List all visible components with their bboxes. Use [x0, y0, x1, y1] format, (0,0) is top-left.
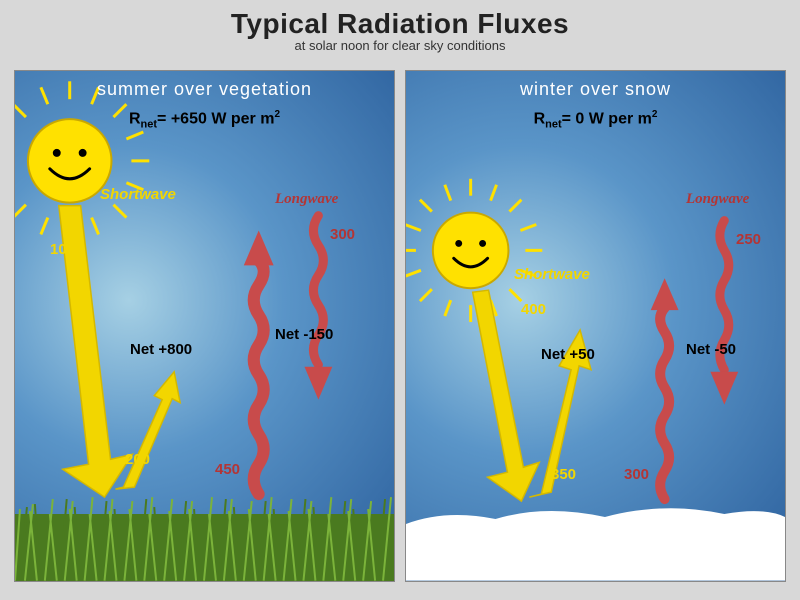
panel-title: summer over vegetation — [15, 79, 394, 100]
sw-up-value: 200 — [125, 451, 150, 468]
panel-summer: summer over vegetation Rnet= +650 W per … — [14, 70, 395, 582]
rnet-sub: net — [545, 119, 562, 131]
rnet-sub: net — [141, 119, 158, 131]
sw-down-value: 1000 — [50, 241, 83, 258]
lw-up-value: 300 — [624, 466, 649, 483]
shortwave-label: Shortwave — [100, 186, 176, 203]
shortwave-down-arrow — [473, 290, 540, 501]
panel-winter: winter over snow Rnet= 0 W per m2 Shortw… — [405, 70, 786, 582]
longwave-label: Longwave — [275, 191, 338, 208]
grass-icon — [15, 497, 394, 581]
sw-net-value: Net +800 — [130, 341, 192, 358]
longwave-up-arrow — [651, 278, 679, 499]
sw-down-value: 400 — [521, 301, 546, 318]
lw-down-value: 250 — [736, 231, 761, 248]
longwave-down-arrow — [304, 216, 332, 400]
header: Typical Radiation Fluxes at solar noon f… — [0, 0, 800, 70]
page-title: Typical Radiation Fluxes — [0, 8, 800, 40]
panel-svg — [15, 71, 394, 581]
sw-net-value: Net +50 — [541, 346, 595, 363]
lw-up-value: 450 — [215, 461, 240, 478]
rnet-label: Rnet= 0 W per m2 — [406, 109, 785, 131]
rnet-eq: = +650 W per m — [157, 110, 274, 127]
shortwave-label: Shortwave — [514, 266, 590, 283]
lw-net-value: Net -150 — [275, 326, 333, 343]
longwave-down-arrow — [710, 221, 738, 405]
rnet-r: R — [129, 110, 141, 127]
snow-icon — [406, 508, 785, 580]
sw-up-value: 350 — [551, 466, 576, 483]
page-subtitle: at solar noon for clear sky conditions — [0, 38, 800, 53]
rnet-sup: 2 — [274, 109, 280, 120]
rnet-eq: = 0 W per m — [562, 110, 652, 127]
longwave-up-arrow — [244, 231, 274, 495]
rnet-sup: 2 — [652, 109, 658, 120]
panels-row: summer over vegetation Rnet= +650 W per … — [0, 70, 800, 596]
rnet-label: Rnet= +650 W per m2 — [15, 109, 394, 131]
lw-net-value: Net -50 — [686, 341, 736, 358]
longwave-label: Longwave — [686, 191, 749, 208]
lw-down-value: 300 — [330, 226, 355, 243]
panel-title: winter over snow — [406, 79, 785, 100]
shortwave-up-arrow — [115, 372, 180, 489]
panel-svg — [406, 71, 785, 581]
rnet-r: R — [534, 110, 546, 127]
